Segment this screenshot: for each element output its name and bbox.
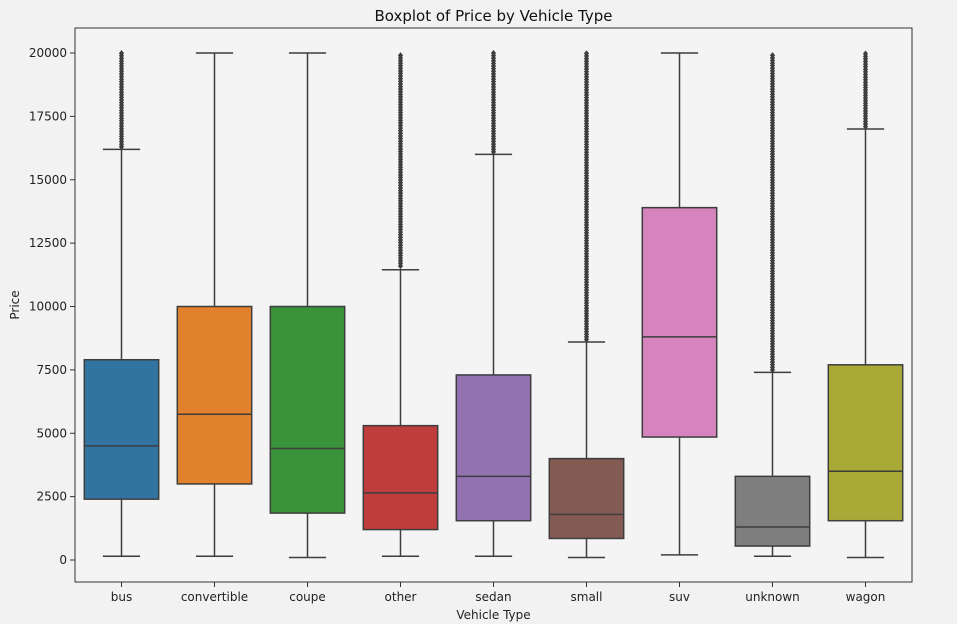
box-unknown	[734, 52, 811, 557]
box-wagon	[827, 50, 904, 559]
y-tick-label: 10000	[29, 300, 67, 314]
outliers	[397, 52, 404, 270]
box-sedan	[455, 49, 532, 557]
outliers	[118, 49, 125, 150]
x-tick-label: small	[571, 590, 603, 604]
box-convertible	[176, 52, 253, 557]
y-tick-label: 12500	[29, 236, 67, 250]
x-axis-label: Vehicle Type	[456, 608, 530, 622]
iqr-box	[548, 457, 625, 540]
outlier-point	[862, 50, 869, 57]
outliers	[490, 49, 497, 156]
y-axis-label: Price	[8, 290, 22, 319]
x-tick-label: wagon	[846, 590, 886, 604]
iqr-box	[734, 475, 811, 547]
chart-title: Boxplot of Price by Vehicle Type	[374, 7, 612, 25]
outliers	[862, 50, 869, 130]
outlier-point	[769, 52, 776, 59]
iqr-box	[827, 364, 904, 522]
y-axis: 0 2500 5000 7500 10000 12500 15000 17500 20000	[29, 46, 75, 567]
iqr-box	[176, 305, 253, 485]
x-axis: bus convertible coupe other sedan small suv unk…	[111, 582, 886, 604]
iqr-box	[641, 206, 718, 438]
outlier-point	[583, 50, 590, 57]
x-tick-label: sedan	[475, 590, 511, 604]
iqr-box	[455, 374, 532, 522]
box-series	[83, 49, 904, 559]
outlier-point	[397, 52, 404, 59]
iqr-box	[362, 424, 439, 531]
x-tick-label: coupe	[289, 590, 326, 604]
y-tick-label: 0	[59, 553, 67, 567]
y-tick-label: 15000	[29, 173, 67, 187]
x-tick-label: suv	[669, 590, 690, 604]
x-tick-label: other	[385, 590, 417, 604]
box-bus	[83, 49, 160, 557]
y-tick-label: 5000	[36, 426, 67, 440]
box-coupe	[269, 52, 346, 559]
iqr-box	[269, 305, 346, 514]
iqr-box	[83, 358, 160, 500]
x-tick-label: convertible	[181, 590, 248, 604]
outlier-point	[118, 49, 125, 57]
box-suv	[641, 52, 718, 556]
y-tick-label: 17500	[29, 109, 67, 123]
y-tick-label: 20000	[29, 46, 67, 60]
x-tick-label: bus	[111, 590, 132, 604]
y-tick-label: 2500	[36, 490, 67, 504]
y-tick-label: 7500	[36, 363, 67, 377]
x-tick-label: unknown	[745, 590, 800, 604]
box-small	[548, 50, 625, 559]
outlier-point	[490, 49, 497, 57]
outliers	[583, 50, 590, 343]
outliers	[769, 52, 776, 374]
box-other	[362, 52, 439, 557]
